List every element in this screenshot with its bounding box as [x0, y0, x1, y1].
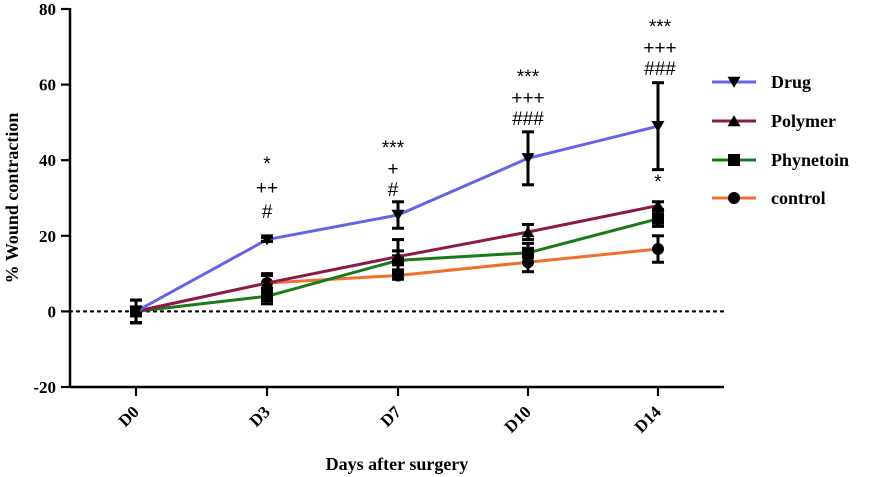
significance-label: +	[387, 159, 398, 180]
data-point-drug	[521, 153, 535, 165]
x-tick-label: D0	[115, 402, 143, 430]
legend-label: Polymer	[771, 111, 836, 131]
y-axis-title: % Wound contraction	[2, 113, 22, 284]
data-point-drug	[391, 209, 405, 221]
y-tick-label: 40	[39, 151, 56, 170]
series-drug	[129, 81, 665, 325]
data-point-polymer	[391, 250, 405, 262]
significance-label: ++	[256, 178, 278, 199]
y-tick-label: 20	[39, 227, 56, 246]
significance-label: #	[262, 202, 273, 223]
y-tick-label: 80	[39, 0, 56, 19]
significance-label: ***	[382, 138, 405, 159]
legend-marker	[727, 76, 741, 88]
data-point-polymer	[651, 199, 665, 211]
significance-label: ***	[517, 67, 540, 88]
x-tick-label: D14	[631, 402, 665, 436]
data-point-control	[652, 243, 664, 256]
significance-label: ###	[512, 109, 544, 130]
significance-label: +++	[643, 38, 676, 59]
data-point-phynetoin	[652, 212, 664, 225]
x-tick-label: D7	[377, 402, 405, 430]
significance-label: ***	[649, 17, 672, 38]
significance-label: #	[388, 180, 399, 201]
legend-marker	[727, 115, 741, 127]
data-point-drug	[651, 120, 665, 133]
significance-label: *	[263, 154, 271, 175]
significance-label: +++	[511, 88, 544, 109]
legend-label: control	[771, 188, 826, 208]
legend-label: Drug	[771, 72, 811, 92]
x-axis-title: Days after surgery	[326, 454, 469, 474]
x-tick-label: D3	[246, 402, 274, 430]
legend: Drug Polymer Phynetoin control	[712, 72, 849, 208]
legend-item-phynetoin: Phynetoin	[712, 150, 849, 170]
annotation-layer: *++#***+#***+++###***+++###*	[256, 17, 677, 223]
data-point-polymer	[260, 277, 274, 289]
data-point-polymer	[521, 226, 535, 238]
significance-label: *	[654, 172, 662, 193]
x-tick-label: D10	[501, 402, 535, 436]
legend-item-polymer: Polymer	[712, 111, 836, 131]
y-tick-label: 60	[39, 76, 56, 95]
data-point-phynetoin	[522, 246, 534, 259]
data-point-drug	[129, 306, 143, 318]
series-layer	[129, 81, 665, 325]
data-point-drug	[260, 234, 274, 246]
significance-label: ###	[644, 59, 676, 80]
legend-marker	[728, 192, 740, 204]
legend-item-drug: Drug	[712, 72, 811, 92]
y-tick-label: -20	[33, 378, 56, 397]
legend-marker	[728, 154, 740, 166]
y-tick-label: 0	[48, 302, 57, 321]
legend-item-control: control	[712, 188, 826, 208]
legend-label: Phynetoin	[771, 150, 849, 170]
